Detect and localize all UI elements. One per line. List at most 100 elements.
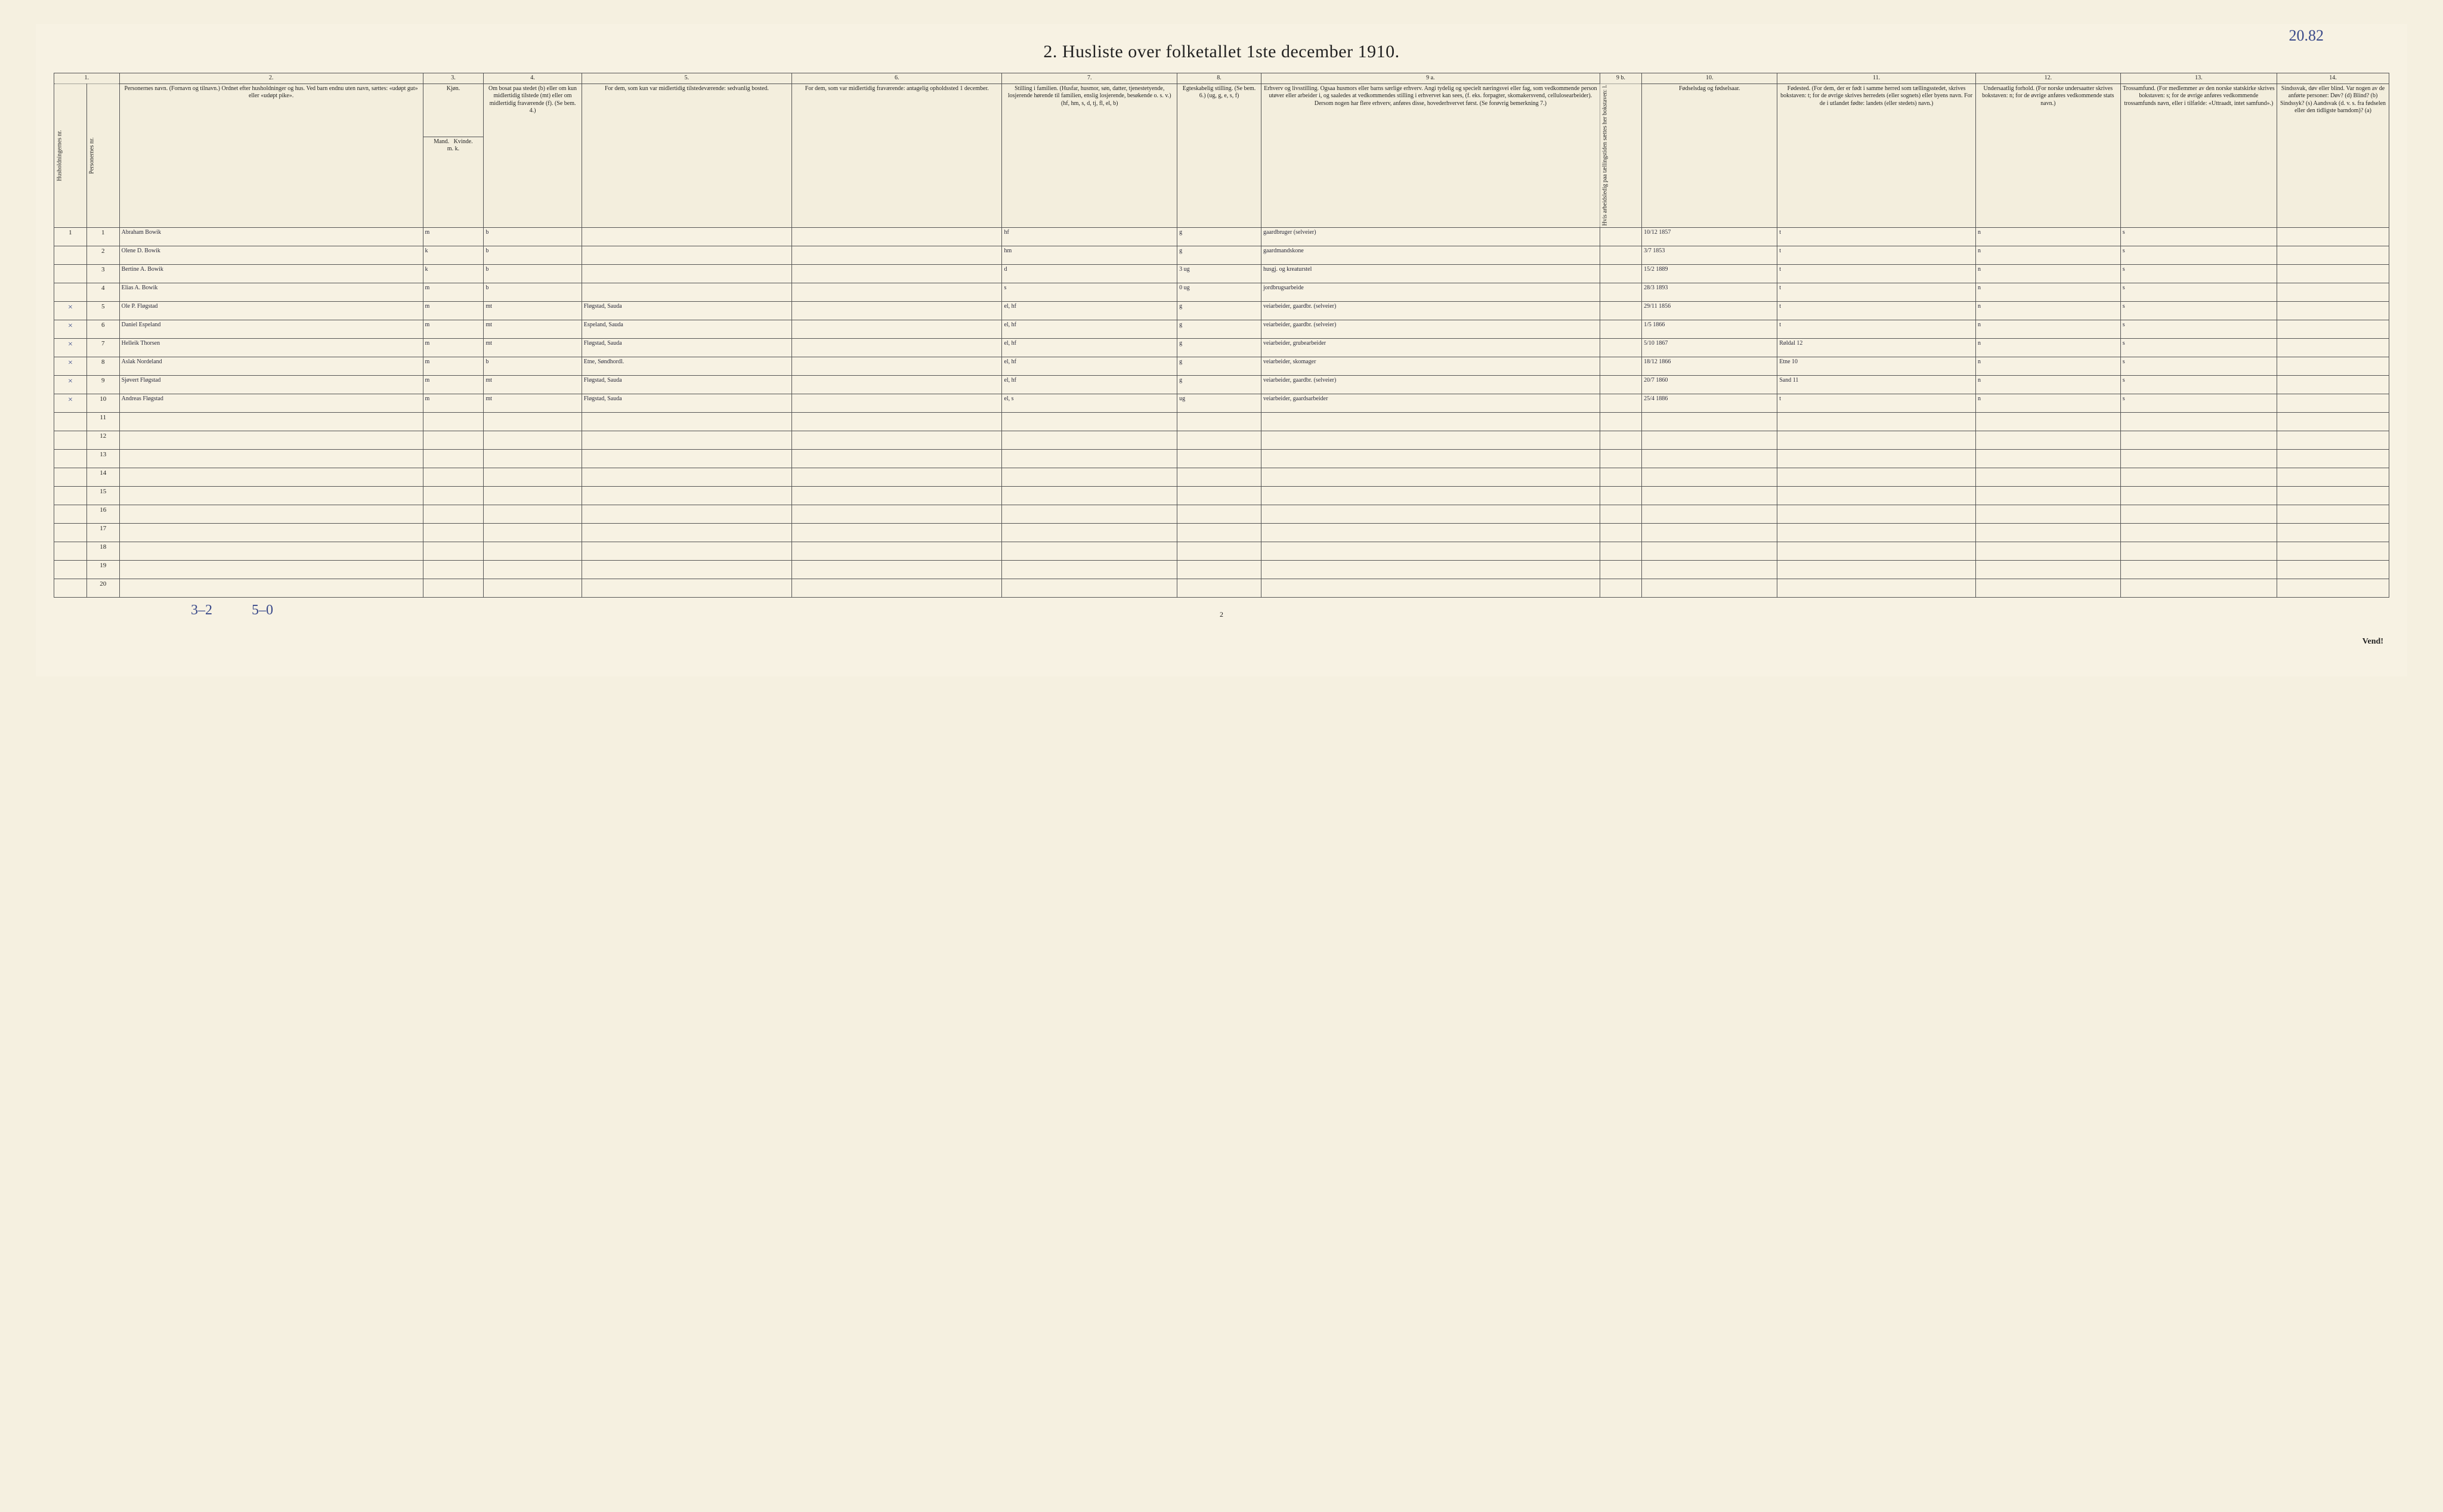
cell-mar: g <box>1177 320 1261 339</box>
cell-blank <box>54 505 87 524</box>
cell-blank: 18 <box>86 542 119 561</box>
cell-blank <box>2277 524 2389 542</box>
cell-blank: 13 <box>86 450 119 468</box>
table-body: 11Abraham Bowikmbhfggaardbruger (selveie… <box>54 228 2389 598</box>
hdr-residence: Om bosat paa stedet (b) eller om kun mid… <box>484 84 582 228</box>
cell-sex: k <box>423 265 484 283</box>
hdr-marital: Egteskabelig stilling. (Se bem. 6.) (ug,… <box>1177 84 1261 228</box>
cell-blank <box>1177 542 1261 561</box>
cell-sex: m <box>423 339 484 357</box>
cell-c14 <box>2277 283 2389 302</box>
table-row-blank: 15 <box>54 487 2389 505</box>
cell-c9b <box>1600 283 1641 302</box>
hdr-family-pos: Stilling i familien. (Husfar, husmor, sø… <box>1002 84 1177 228</box>
cell-blank <box>1777 542 1976 561</box>
cell-blank: 19 <box>86 561 119 579</box>
cell-blank <box>2120 561 2277 579</box>
cell-pn: 3 <box>86 265 119 283</box>
cell-blank <box>1261 450 1600 468</box>
cell-hh <box>54 246 87 265</box>
cell-name: Daniel Espeland <box>119 320 423 339</box>
table-row-blank: 17 <box>54 524 2389 542</box>
cell-blank <box>119 431 423 450</box>
cell-mar: ug <box>1177 394 1261 413</box>
cell-dob: 25/4 1886 <box>1642 394 1777 413</box>
col-num: 5. <box>582 73 791 84</box>
cell-c5: Fløgstad, Sauda <box>582 302 791 320</box>
cell-blank <box>792 524 1002 542</box>
cell-blank <box>2120 542 2277 561</box>
cell-rel: s <box>2120 376 2277 394</box>
hdr-disability: Sindssvak, døv eller blind. Var nogen av… <box>2277 84 2389 228</box>
table-row-blank: 16 <box>54 505 2389 524</box>
cell-name: Elias A. Bowik <box>119 283 423 302</box>
cell-sex: m <box>423 394 484 413</box>
cell-blank <box>1600 579 1641 598</box>
cell-blank <box>582 579 791 598</box>
cell-hh: × <box>54 320 87 339</box>
cell-occ: veiarbeider, gaardbr. (selveier) <box>1261 302 1600 320</box>
cell-blank <box>1777 487 1976 505</box>
cell-blank <box>423 505 484 524</box>
col-num: 3. <box>423 73 484 84</box>
col-num: 8. <box>1177 73 1261 84</box>
cell-blank <box>1261 524 1600 542</box>
census-page: 20.82 2. Husliste over folketallet 1ste … <box>36 24 2407 676</box>
cell-nat: n <box>1975 246 2120 265</box>
cell-rel: s <box>2120 339 2277 357</box>
cell-blank <box>54 487 87 505</box>
cell-occ: veiarbeider, gaardsarbeider <box>1261 394 1600 413</box>
cell-c6 <box>792 228 1002 246</box>
cell-blank <box>119 468 423 487</box>
turn-over-label: Vend! <box>54 637 2389 647</box>
cell-blank <box>1600 487 1641 505</box>
cell-dob: 20/7 1860 <box>1642 376 1777 394</box>
cell-blank <box>1002 431 1177 450</box>
cell-blank: 14 <box>86 468 119 487</box>
cell-blank <box>54 468 87 487</box>
cell-blank: 16 <box>86 505 119 524</box>
cell-blank <box>1975 413 2120 431</box>
hdr-name: Personernes navn. (Fornavn og tilnavn.) … <box>119 84 423 228</box>
cell-blank <box>1642 542 1777 561</box>
cell-blank <box>484 579 582 598</box>
hdr-birthplace: Fødested. (For dem, der er født i samme … <box>1777 84 1976 228</box>
cell-blank <box>582 431 791 450</box>
cell-blank <box>582 542 791 561</box>
cell-c5: Fløgstad, Sauda <box>582 394 791 413</box>
cell-sex: m <box>423 376 484 394</box>
cell-blank <box>1177 579 1261 598</box>
cell-blank: 20 <box>86 579 119 598</box>
cell-c14 <box>2277 357 2389 376</box>
cell-blank <box>1261 561 1600 579</box>
cell-c9b <box>1600 394 1641 413</box>
cell-nat: n <box>1975 394 2120 413</box>
table-row-blank: 14 <box>54 468 2389 487</box>
cell-mar: g <box>1177 302 1261 320</box>
cell-blank <box>1777 413 1976 431</box>
cell-blank <box>1002 468 1177 487</box>
cell-rel: s <box>2120 394 2277 413</box>
cell-res: mt <box>484 302 582 320</box>
cell-blank <box>1600 468 1641 487</box>
cell-blank <box>54 542 87 561</box>
cell-blank <box>2120 468 2277 487</box>
cell-blank <box>2120 579 2277 598</box>
cell-c5 <box>582 265 791 283</box>
cell-blank <box>2277 505 2389 524</box>
table-row-blank: 19 <box>54 561 2389 579</box>
cell-blank <box>1177 505 1261 524</box>
hdr-person-nr: Personernes nr. <box>86 84 119 228</box>
cell-blank <box>1777 524 1976 542</box>
cell-mar: g <box>1177 339 1261 357</box>
cell-c9b <box>1600 376 1641 394</box>
cell-rel: s <box>2120 302 2277 320</box>
cell-name: Sjøvert Fløgstad <box>119 376 423 394</box>
cell-fam: hf <box>1002 228 1177 246</box>
handwritten-ref: 20.82 <box>2289 27 2324 45</box>
cell-mar: g <box>1177 246 1261 265</box>
cell-occ: veiarbeider, gaardbr. (selveier) <box>1261 376 1600 394</box>
col-num: 13. <box>2120 73 2277 84</box>
col-num: 9 b. <box>1600 73 1641 84</box>
cell-blank <box>484 524 582 542</box>
